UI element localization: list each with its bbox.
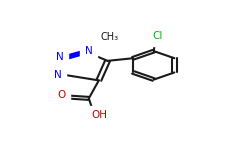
Text: Cl: Cl (153, 31, 163, 41)
Text: N: N (54, 70, 61, 80)
Text: N: N (56, 52, 64, 62)
Text: OH: OH (91, 110, 107, 120)
Text: CH₃: CH₃ (101, 32, 119, 42)
Text: N: N (85, 46, 92, 56)
Text: O: O (58, 90, 66, 100)
